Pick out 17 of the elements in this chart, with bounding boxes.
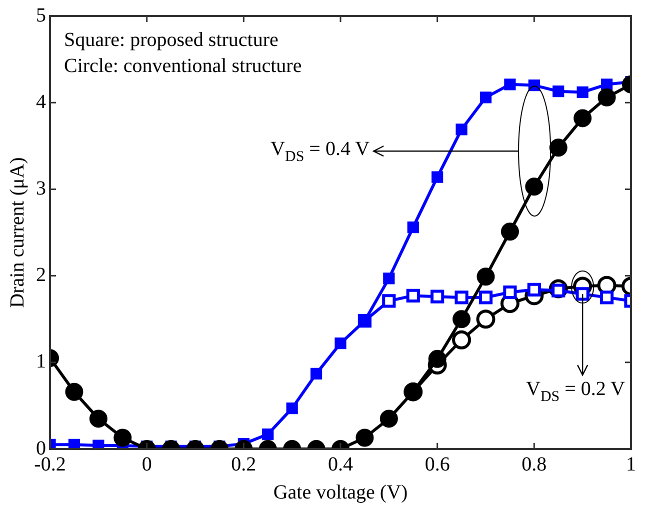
annotation: Circle: conventional structure	[64, 55, 302, 77]
y-tick-label: 3	[36, 177, 46, 200]
x-axis-title: Gate voltage (V)	[273, 481, 408, 504]
y-tick-label: 2	[36, 264, 46, 286]
annotation: Square: proposed structure	[64, 29, 278, 51]
x-tick-label: 1	[626, 453, 636, 476]
x-tick-label: 0	[142, 453, 152, 476]
y-axis-title: Drain current (μA)	[6, 157, 28, 308]
y-tick-label: 1	[36, 350, 46, 373]
x-tick-label: 0.4	[328, 453, 353, 476]
x-tick-label: 0.2	[231, 453, 256, 476]
x-tick-label: 0.6	[424, 453, 450, 476]
x-tick-label: 0.8	[522, 453, 547, 476]
y-tick-label: 5	[36, 4, 46, 26]
y-tick-label: 4	[36, 90, 46, 113]
annotation: V$_{DS}$ = 0.2 V	[526, 378, 625, 406]
annotation: V$_{DS}$ = 0.4 V	[270, 138, 370, 166]
